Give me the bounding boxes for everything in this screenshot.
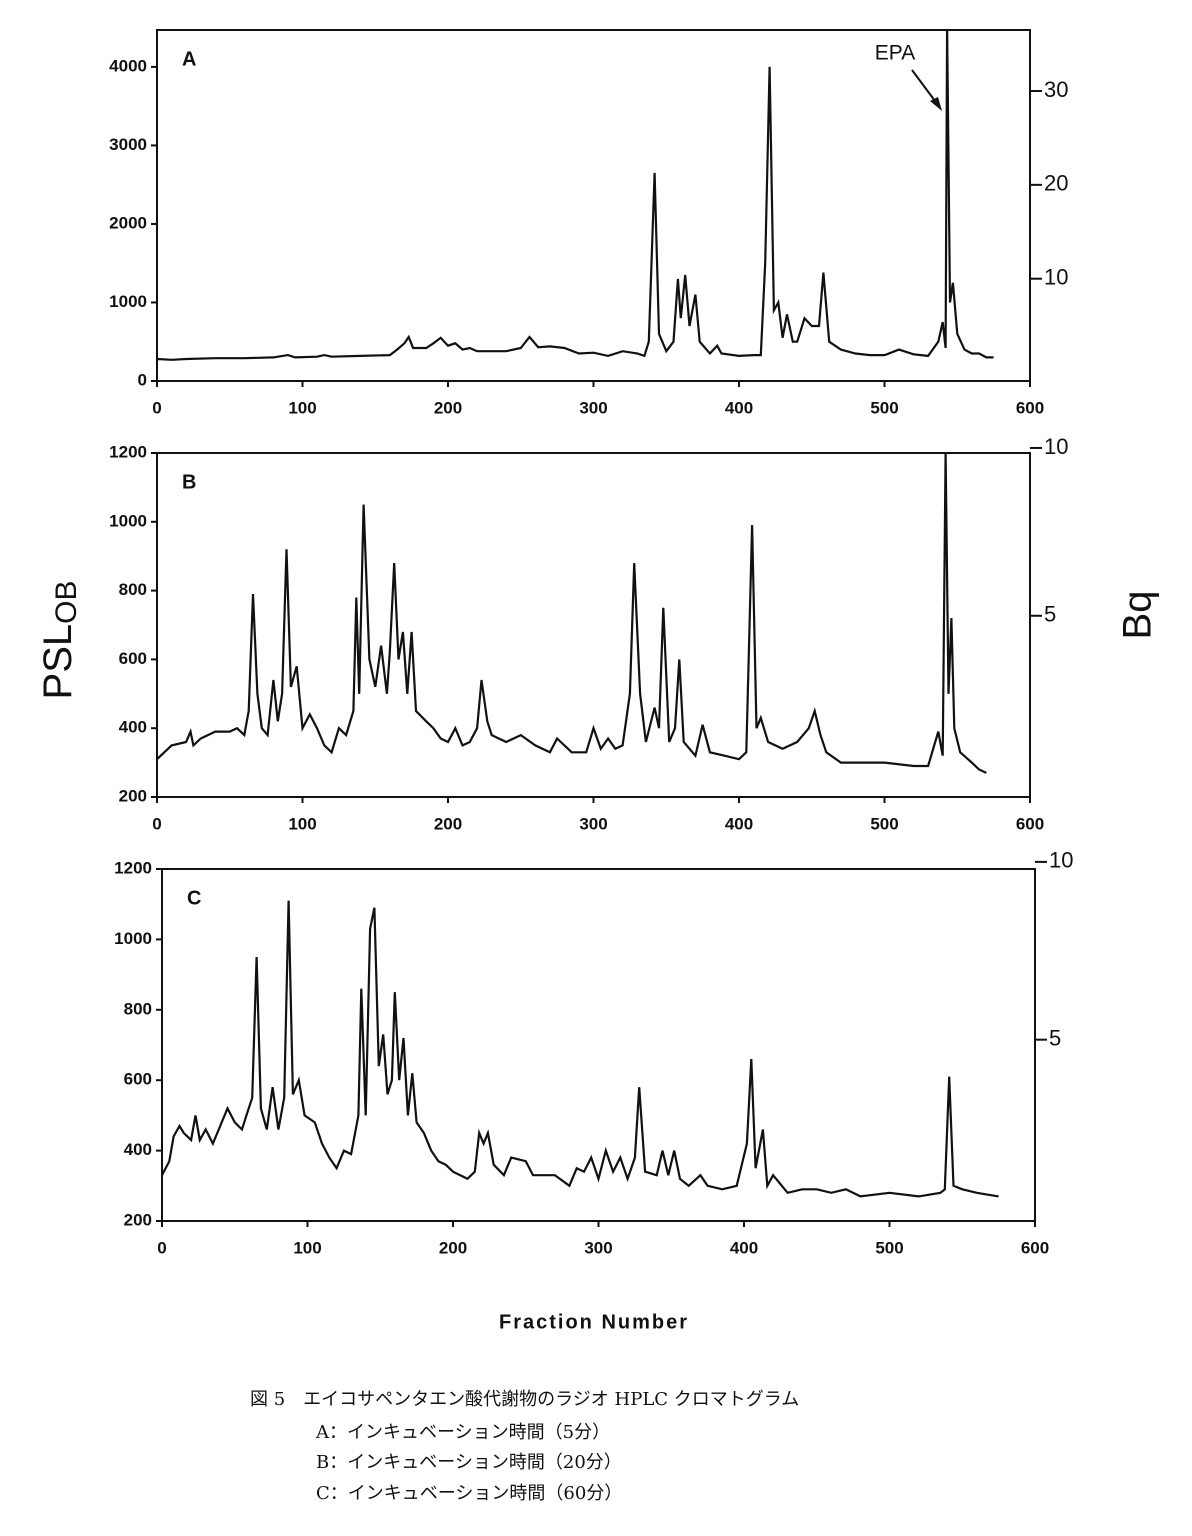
x-tick-label: 200 bbox=[439, 1238, 467, 1257]
caption-line: 図 5 エイコサペンタエン酸代謝物のラジオ HPLC クロマトグラム bbox=[250, 1389, 799, 1410]
x-tick-label: 400 bbox=[725, 814, 753, 833]
panel-label: C bbox=[187, 887, 201, 909]
data-line bbox=[157, 30, 994, 361]
x-tick-label: 200 bbox=[434, 398, 462, 417]
y-tick-label: 600 bbox=[119, 649, 147, 668]
x-tick-label: 600 bbox=[1021, 1238, 1049, 1257]
x-axis-label: Fraction Number bbox=[499, 1311, 689, 1333]
x-tick-label: 600 bbox=[1016, 814, 1044, 833]
arrow-head bbox=[930, 97, 942, 111]
x-tick-label: 400 bbox=[725, 398, 753, 417]
y-tick-label: 800 bbox=[119, 580, 147, 599]
data-line bbox=[157, 453, 987, 774]
y-tick-label: 1200 bbox=[114, 858, 152, 877]
y-tick-label: 400 bbox=[124, 1140, 152, 1159]
y2-tick-label: 5 bbox=[1049, 1025, 1061, 1050]
x-tick-label: 100 bbox=[293, 1238, 321, 1257]
caption-line: C：インキュベーション時間（60分） bbox=[316, 1483, 622, 1504]
y-tick-label: 3000 bbox=[109, 135, 147, 154]
x-tick-label: 0 bbox=[152, 398, 161, 417]
y-tick-label: 200 bbox=[124, 1210, 152, 1229]
y2-tick-label: 30 bbox=[1044, 77, 1068, 102]
panel-label: B bbox=[182, 471, 196, 493]
y-tick-label: 800 bbox=[124, 999, 152, 1018]
caption-line: A：インキュベーション時間（5分） bbox=[315, 1422, 610, 1443]
y-tick-label: 600 bbox=[124, 1070, 152, 1089]
y2-tick-label: 10 bbox=[1049, 848, 1073, 873]
y2-tick-label: 10 bbox=[1044, 434, 1068, 459]
y2-tick-label: 10 bbox=[1044, 265, 1068, 290]
y-label-main: PSL bbox=[36, 624, 80, 700]
plot-frame bbox=[161, 868, 1036, 1222]
y-tick-label: 4000 bbox=[109, 56, 147, 75]
y-tick-label: 200 bbox=[119, 786, 147, 805]
caption-line: B：インキュベーション時間（20分） bbox=[316, 1452, 622, 1473]
y-tick-label: 400 bbox=[119, 718, 147, 737]
y-tick-label: 1000 bbox=[109, 292, 147, 311]
y2-tick-label: 20 bbox=[1044, 171, 1068, 196]
annotation: EPA bbox=[875, 42, 915, 65]
plot-frame bbox=[156, 29, 1031, 382]
y2-tick-label: 5 bbox=[1044, 602, 1056, 627]
data-line bbox=[162, 900, 999, 1198]
x-tick-label: 300 bbox=[584, 1238, 612, 1257]
x-tick-label: 200 bbox=[434, 814, 462, 833]
x-tick-label: 100 bbox=[288, 398, 316, 417]
y-axis-label: PSLOB bbox=[36, 581, 83, 700]
x-tick-label: 500 bbox=[875, 1238, 903, 1257]
y-label-sub: OB bbox=[50, 581, 83, 624]
x-tick-label: 100 bbox=[288, 814, 316, 833]
y-tick-label: 0 bbox=[138, 370, 147, 389]
x-tick-label: 400 bbox=[730, 1238, 758, 1257]
x-tick-label: 500 bbox=[870, 814, 898, 833]
y-tick-label: 1200 bbox=[109, 442, 147, 461]
y2-axis-label: Bq bbox=[1116, 591, 1160, 640]
y-tick-label: 1000 bbox=[109, 511, 147, 530]
x-tick-label: 0 bbox=[157, 1238, 166, 1257]
x-tick-label: 300 bbox=[579, 398, 607, 417]
y-tick-label: 2000 bbox=[109, 213, 147, 232]
x-tick-label: 600 bbox=[1016, 398, 1044, 417]
x-tick-label: 300 bbox=[579, 814, 607, 833]
panel-label: A bbox=[182, 48, 196, 70]
x-tick-label: 0 bbox=[152, 814, 161, 833]
x-tick-label: 500 bbox=[870, 398, 898, 417]
y-tick-label: 1000 bbox=[114, 929, 152, 948]
